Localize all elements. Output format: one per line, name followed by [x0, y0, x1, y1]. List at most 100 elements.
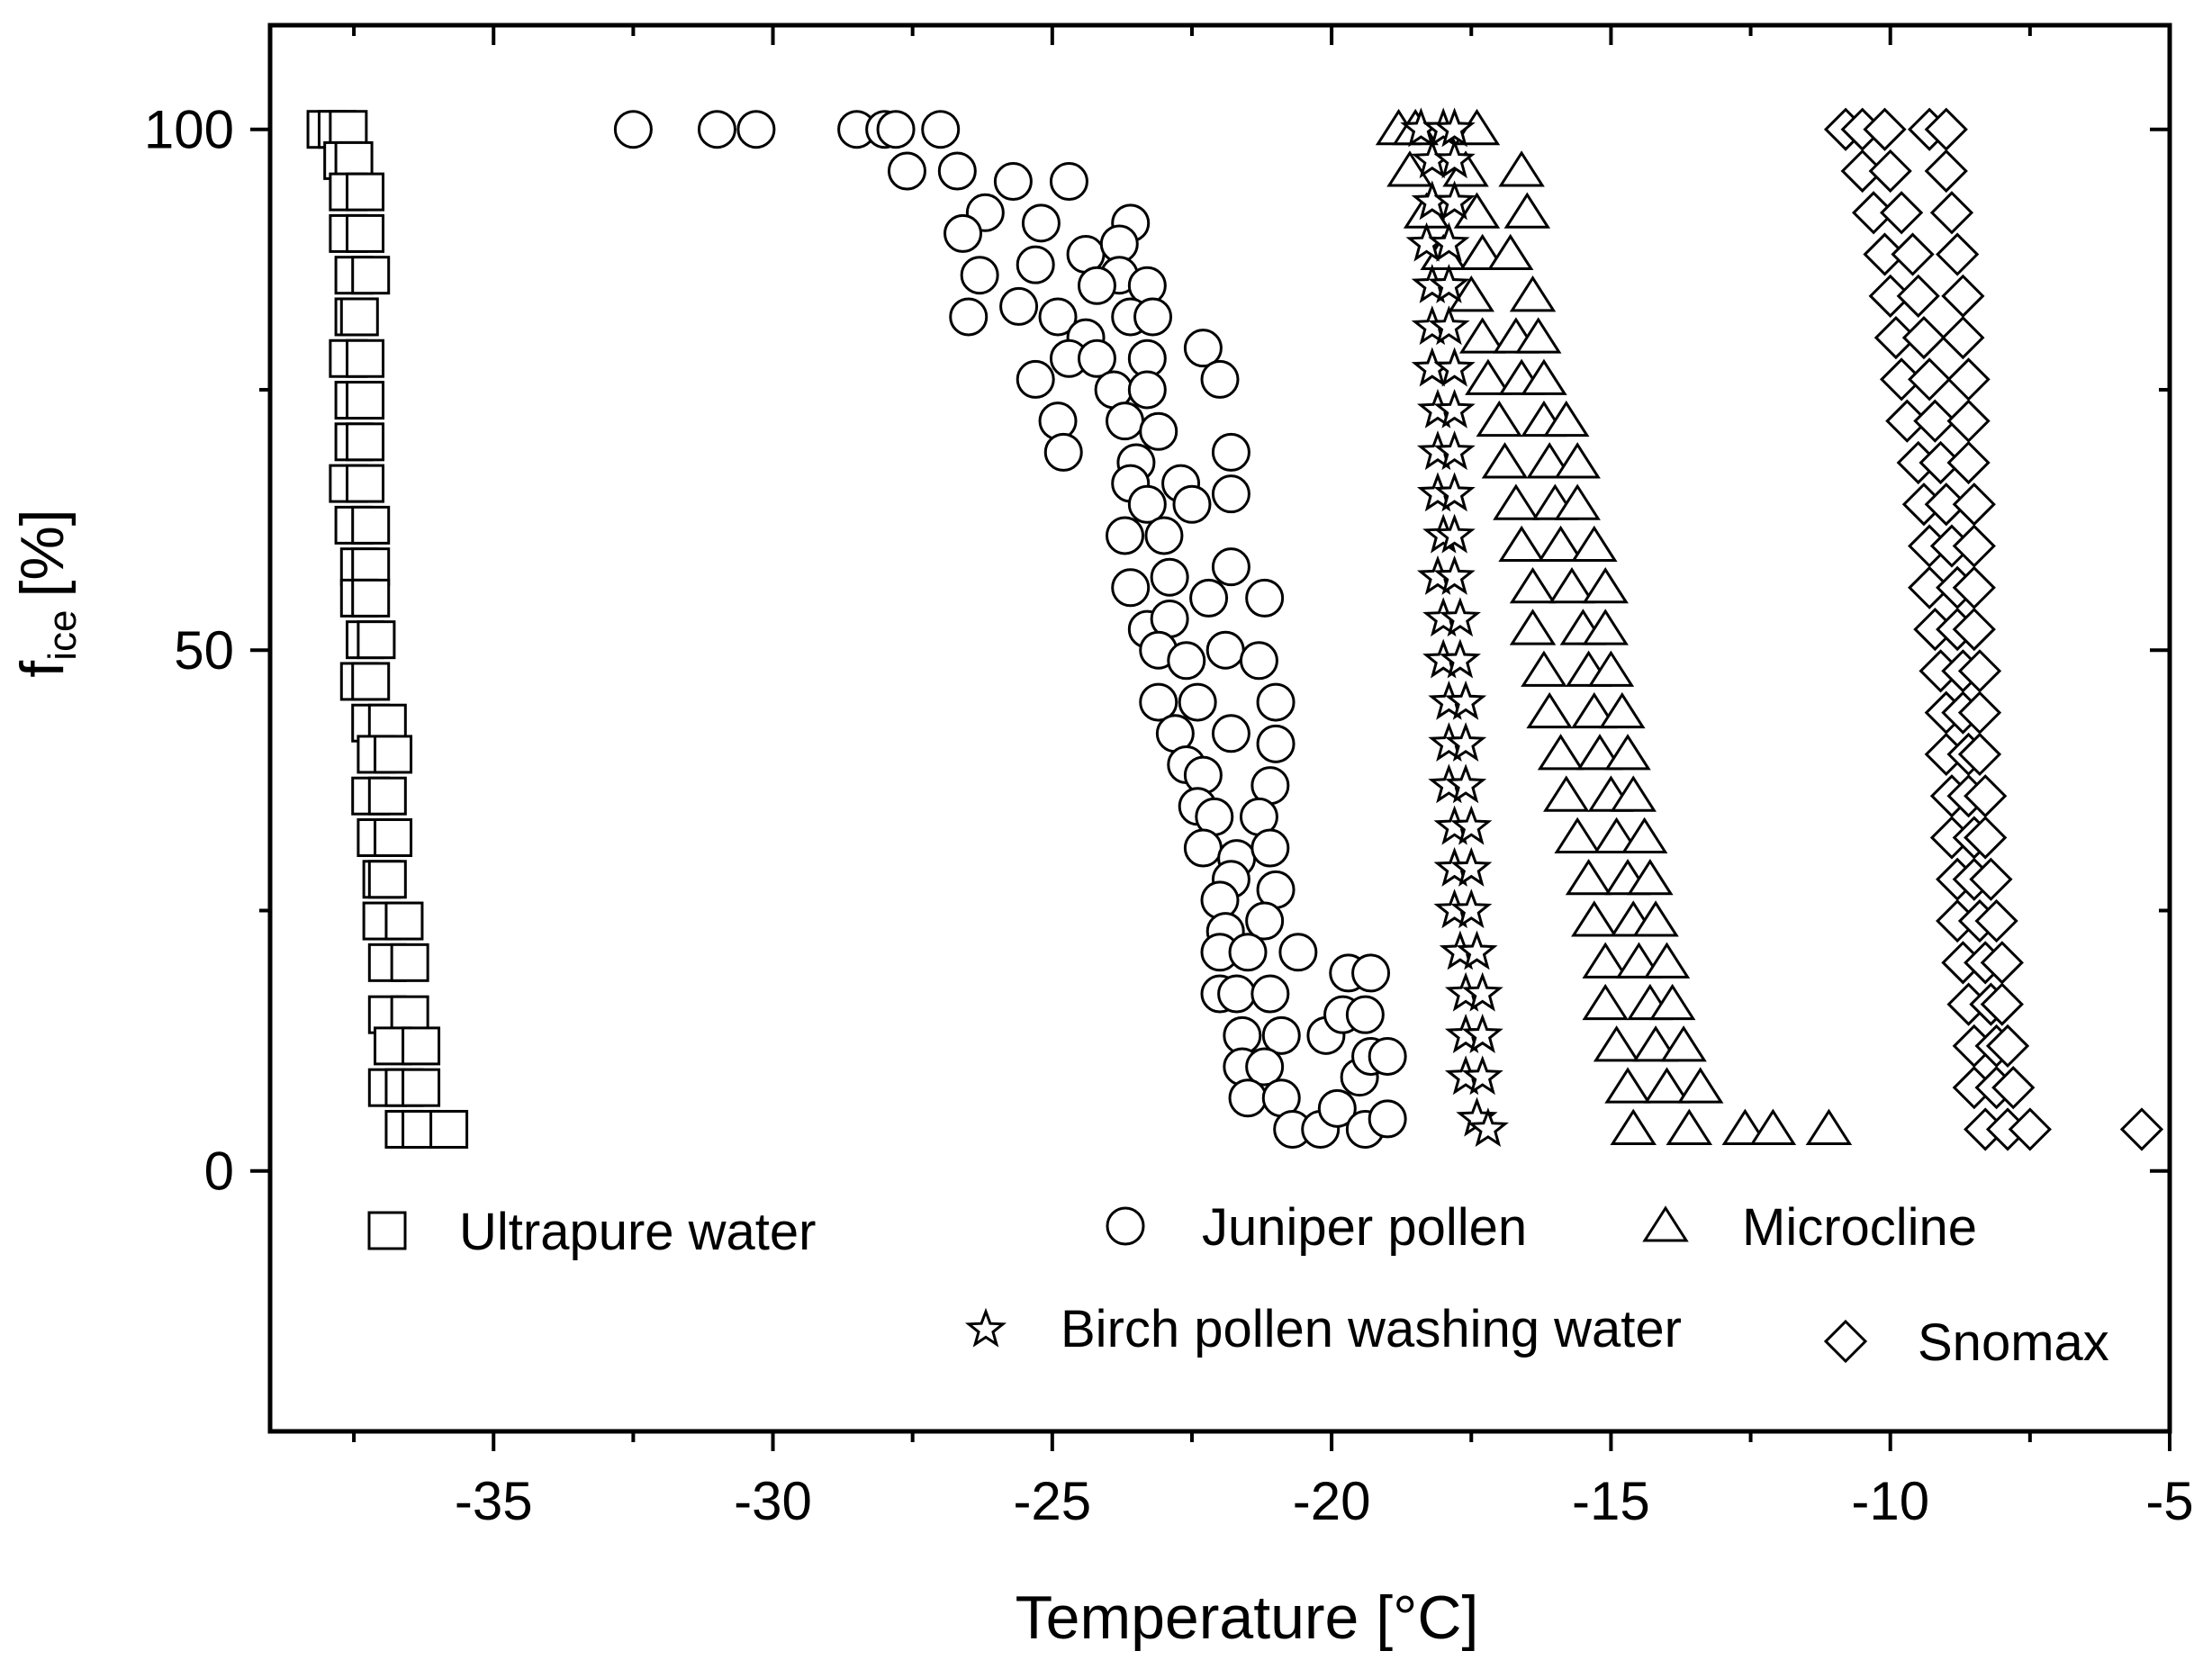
x-tick-label: -25	[1013, 1471, 1091, 1531]
legend-label: Microcline	[1742, 1198, 1977, 1257]
data-point-circle	[1200, 880, 1240, 920]
data-point-circle	[1043, 432, 1083, 472]
data-point-diamond	[1946, 357, 1991, 401]
x-tick-label: -15	[1572, 1471, 1650, 1531]
data-point-star	[1461, 1055, 1503, 1096]
data-point-diamond	[1913, 399, 1957, 443]
data-point-circle	[736, 110, 776, 149]
data-point-diamond	[2119, 1107, 2164, 1151]
data-point-diamond	[1969, 857, 2013, 901]
data-point-circle	[1016, 359, 1055, 399]
data-point-diamond	[1952, 607, 1996, 652]
data-point-square	[429, 1109, 469, 1149]
data-point-star	[1461, 1014, 1503, 1053]
data-point-diamond	[1941, 274, 1985, 318]
data-point-triangle	[1666, 1108, 1713, 1145]
x-tick-label: -30	[734, 1471, 812, 1531]
data-point-circle	[1245, 1047, 1285, 1087]
data-point-star	[1433, 139, 1476, 179]
data-point-square	[402, 1068, 441, 1107]
data-point-triangle	[1521, 358, 1567, 395]
data-point-circle	[1228, 1078, 1268, 1118]
y-axis-title: fice [%]	[8, 509, 85, 677]
y-axis-title-unit: [%]	[8, 509, 77, 597]
data-point-circle	[999, 286, 1039, 326]
data-point-circle	[1172, 484, 1212, 524]
y-axis-title-main: f	[8, 661, 77, 678]
data-point-circle	[1183, 755, 1223, 795]
data-point-circle	[1127, 370, 1167, 410]
legend-item: Snomax	[1823, 1313, 2109, 1372]
data-point-star	[1433, 472, 1476, 512]
data-point-circle	[960, 256, 999, 295]
data-point-circle	[1261, 1015, 1301, 1055]
data-point-triangle	[1610, 1108, 1657, 1145]
data-point-circle	[1211, 474, 1250, 514]
data-point-star	[1433, 107, 1476, 148]
data-point-diamond	[1980, 982, 2024, 1026]
data-point-triangle	[1593, 1025, 1640, 1062]
data-point-star	[1456, 930, 1498, 970]
data-point-triangle	[1458, 317, 1506, 354]
data-point-diamond	[1991, 1066, 2036, 1110]
data-point-triangle	[1660, 1025, 1707, 1062]
data-point-triangle	[1503, 192, 1551, 229]
data-point-circle	[1183, 329, 1223, 368]
data-point-triangle	[1537, 734, 1585, 771]
legend-label: Ultrapure water	[459, 1203, 816, 1261]
data-point-diamond	[1952, 483, 1996, 527]
data-point-circle	[1167, 641, 1206, 681]
data-point-circle	[887, 151, 926, 191]
data-point-circle	[1211, 432, 1250, 472]
x-tick-label: -10	[1851, 1471, 1929, 1531]
data-point-triangle	[1610, 775, 1657, 812]
data-point-star	[1450, 805, 1493, 845]
series-juniper-pollen	[613, 110, 1407, 1149]
data-point-star	[1444, 680, 1487, 720]
legend-label: Juniper pollen	[1202, 1198, 1527, 1257]
data-point-star	[1433, 555, 1476, 595]
data-point-square	[346, 172, 384, 212]
data-point-diamond	[1946, 399, 1991, 443]
data-point-circle	[1345, 995, 1385, 1034]
data-point-square	[374, 817, 413, 857]
data-point-diamond	[1957, 690, 2002, 735]
data-point-circle	[1106, 401, 1144, 441]
data-point-star	[1433, 388, 1476, 429]
legend-symbol-circle	[1106, 1206, 1145, 1246]
data-point-star	[1439, 638, 1481, 679]
data-point-triangle	[1548, 567, 1595, 604]
data-point-diamond	[1964, 816, 2008, 860]
data-point-triangle	[1587, 650, 1635, 687]
data-point-triangle	[1521, 650, 1567, 687]
x-tick-label: -20	[1293, 1471, 1371, 1531]
data-point-circle	[1111, 568, 1151, 608]
data-point-triangle	[1604, 1067, 1651, 1104]
data-point-circle	[1016, 245, 1055, 284]
data-point-triangle	[1632, 900, 1679, 937]
data-point-circle	[1150, 557, 1189, 597]
data-point-star	[1433, 180, 1476, 221]
data-point-circle	[1133, 297, 1173, 337]
data-point-circle	[697, 110, 736, 149]
legend-label: Birch pollen washing water	[1061, 1300, 1682, 1358]
data-point-triangle	[1571, 525, 1618, 563]
data-point-diamond	[1941, 315, 1985, 360]
data-point-square	[346, 338, 384, 378]
data-point-diamond	[2008, 1107, 2052, 1151]
data-point-circle	[1077, 266, 1116, 305]
data-point-diamond	[1896, 274, 1940, 318]
data-point-triangle	[1582, 567, 1629, 604]
data-point-square	[402, 1026, 441, 1066]
data-point-triangle	[1526, 691, 1573, 729]
data-point-circle	[1245, 578, 1285, 618]
y-tick-label: 100	[144, 100, 234, 160]
legend-item: Ultrapure water	[367, 1203, 816, 1261]
data-point-triangle	[1465, 358, 1512, 395]
data-point-triangle	[1543, 400, 1590, 438]
data-point-square	[351, 662, 391, 701]
data-point-diamond	[1964, 774, 2008, 818]
data-point-diamond	[1891, 232, 1935, 276]
data-point-circle	[1368, 1036, 1407, 1076]
data-point-star	[1467, 1107, 1509, 1148]
